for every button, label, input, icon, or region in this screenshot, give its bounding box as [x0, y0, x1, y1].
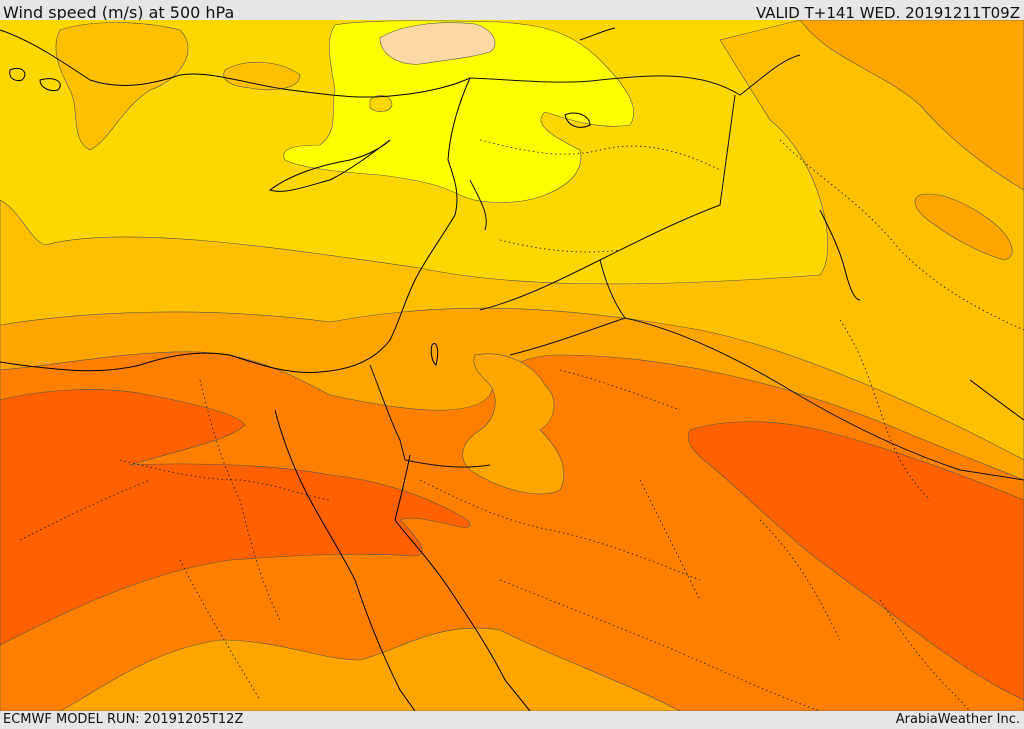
band-red-orange-west [0, 389, 471, 646]
band-amber-north [55, 22, 189, 151]
band-orange-blob [914, 193, 1013, 261]
map-title: Wind speed (m/s) at 500 hPa [3, 3, 235, 22]
valid-time: VALID T+141 WED. 20191211T09Z [755, 4, 1020, 22]
model-run: ECMWF MODEL RUN: 20191205T12Z [3, 712, 244, 727]
band-yellow [283, 20, 634, 203]
band-orange-jordan [462, 353, 565, 495]
band-amber-blob2 [223, 61, 301, 91]
coastlines [0, 27, 1024, 711]
wind-speed-map[interactable] [0, 20, 1024, 711]
band-pale-core [379, 22, 496, 65]
country-borders [369, 54, 1024, 481]
header-bar: Wind speed (m/s) at 500 hPa VALID T+141 … [0, 0, 1024, 22]
province-borders [19, 139, 1024, 711]
band-gold-blob [369, 95, 393, 112]
footer-bar: ECMWF MODEL RUN: 20191205T12Z ArabiaWeat… [0, 711, 1024, 729]
band-red-orange-east [687, 421, 1024, 701]
credit-label: ArabiaWeather Inc. [895, 712, 1020, 727]
band-orange-ne [799, 20, 1024, 191]
